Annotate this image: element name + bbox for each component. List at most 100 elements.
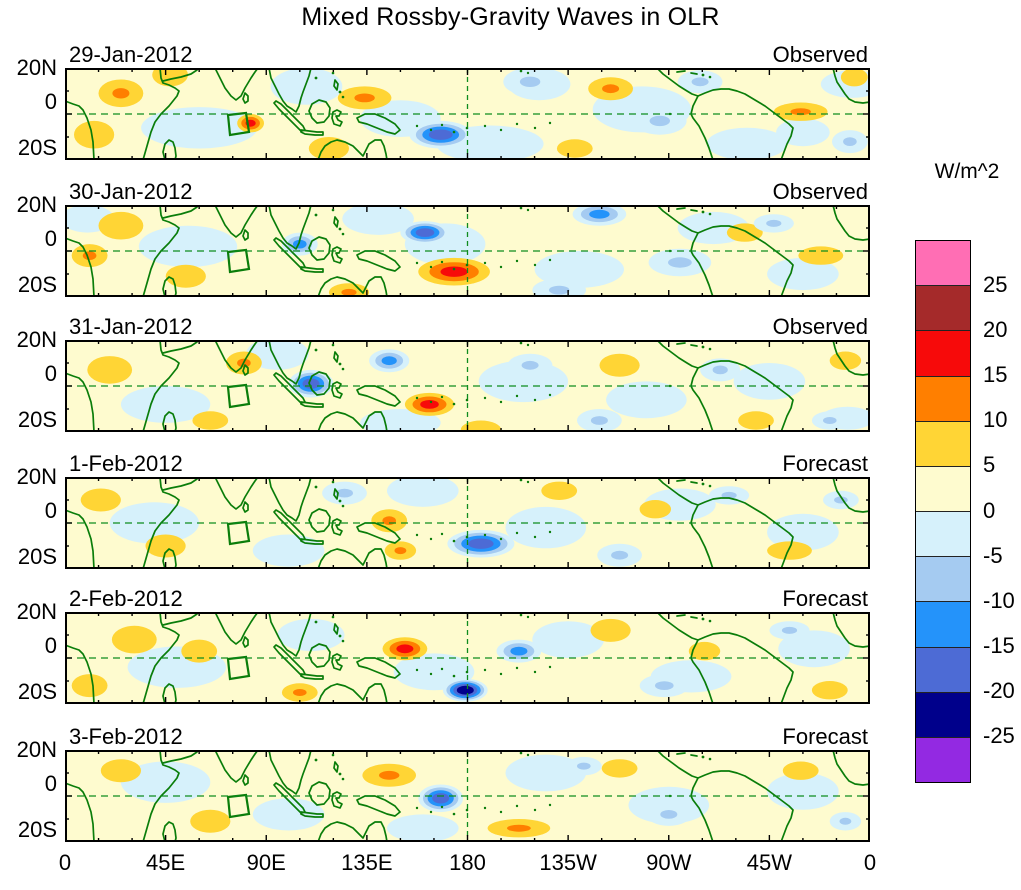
- coastline: [317, 411, 388, 432]
- anomaly-blob: [798, 246, 844, 265]
- colorbar-segment: [916, 602, 970, 648]
- island-dot: [338, 634, 342, 638]
- island-dot: [483, 668, 487, 672]
- coastline: [214, 68, 259, 101]
- map-panel: 30-Jan-2012 Observed: [65, 177, 870, 297]
- island-dot: [415, 533, 419, 537]
- coastline: [162, 411, 177, 432]
- coastline: [268, 68, 312, 113]
- coastline: [242, 364, 249, 376]
- coastline: [162, 821, 177, 842]
- map-panel: 3-Feb-2012 Forecast: [65, 722, 870, 842]
- coastline: [832, 340, 870, 376]
- island-dot: [533, 535, 537, 539]
- island-dot: [533, 808, 537, 812]
- y-axis-tick-label: 0: [44, 498, 57, 523]
- island-dot: [338, 772, 342, 776]
- island-dot: [548, 665, 552, 669]
- island-dot: [452, 267, 456, 271]
- anomaly-blob: [270, 68, 343, 105]
- coastline: [268, 477, 312, 522]
- coastline: [356, 113, 401, 135]
- anomaly-blob: [192, 411, 229, 430]
- coastline: [268, 205, 312, 250]
- anomaly-blob: [811, 681, 848, 700]
- island-dot: [526, 480, 530, 484]
- island-dot: [440, 805, 444, 809]
- x-axis-tick-label: 45E: [146, 850, 186, 875]
- anomaly-blob: [138, 225, 238, 268]
- colorbar-tick-label: 0: [983, 497, 996, 523]
- x-axis-tick-label: 45W: [746, 850, 792, 875]
- island-dot: [429, 265, 433, 269]
- coastline: [690, 481, 698, 484]
- panel-date-label: 2-Feb-2012: [69, 586, 183, 611]
- island-dot: [341, 367, 345, 371]
- anomaly-blob: [601, 759, 638, 778]
- island-dot: [483, 396, 487, 400]
- coastline: [65, 644, 95, 704]
- island-dot: [331, 753, 335, 757]
- island-dot: [548, 258, 552, 262]
- anomaly-blob: [556, 139, 593, 158]
- island-dot: [499, 400, 503, 404]
- island-dot: [452, 130, 456, 134]
- coastline: [162, 683, 177, 704]
- axis-ticks: [65, 68, 870, 160]
- island-dot: [341, 504, 345, 508]
- coastline: [656, 477, 794, 569]
- colorbar-tick-label: 10: [983, 407, 1008, 433]
- anomaly-blob: [87, 356, 133, 384]
- island-dot: [452, 812, 456, 816]
- coastline: [142, 340, 180, 432]
- island-dot: [429, 672, 433, 676]
- panel-header: 1-Feb-2012 Forecast: [65, 449, 870, 477]
- island-dot: [341, 95, 345, 99]
- colorbar-segment: [916, 557, 970, 603]
- coastline: [690, 754, 698, 757]
- island-dot: [515, 394, 519, 398]
- coastline: [300, 673, 324, 680]
- x-axis-tick-label: 90E: [246, 850, 286, 875]
- colorbar-segment: [916, 647, 970, 693]
- coastline: [331, 109, 343, 127]
- panel-header: 3-Feb-2012 Forecast: [65, 722, 870, 750]
- map-plot: [65, 477, 870, 569]
- island-dot: [331, 208, 335, 212]
- colorbar-segment: [916, 512, 970, 558]
- anomaly-blob: [590, 416, 608, 425]
- island-dot: [499, 265, 503, 269]
- panel-source-label: Forecast: [782, 586, 868, 611]
- anomaly-blob: [655, 681, 674, 690]
- coastline: [333, 488, 339, 500]
- coastline: [690, 209, 698, 212]
- anomaly-blob: [611, 550, 629, 560]
- island-dot: [533, 126, 537, 130]
- island-dot: [533, 670, 537, 674]
- coastline: [300, 401, 324, 408]
- coastline: [214, 477, 259, 510]
- coastline: [214, 205, 259, 238]
- island-dot: [314, 758, 318, 762]
- anomaly-blob: [71, 674, 108, 698]
- coastline: [300, 266, 324, 273]
- y-axis-tick-label: 20N: [16, 327, 57, 352]
- anomaly-blob: [428, 129, 453, 140]
- colorbar-tick-label: 25: [983, 272, 1008, 298]
- x-axis-tick-label: 0: [58, 850, 72, 875]
- anomaly-blob: [308, 137, 349, 160]
- coastline: [656, 612, 794, 704]
- y-axis-tick-label: 0: [44, 361, 57, 386]
- island-dot: [548, 393, 552, 397]
- anomaly-blob: [420, 400, 439, 409]
- coastline: [65, 372, 95, 432]
- anomaly-blob: [781, 626, 798, 634]
- island-dot: [483, 533, 487, 537]
- anomaly-blob: [510, 646, 528, 656]
- coastline: [317, 683, 388, 704]
- anomaly-blob: [460, 420, 501, 432]
- anomaly-blob: [252, 798, 325, 831]
- anomaly-blob: [776, 118, 830, 147]
- coastline: [832, 477, 870, 513]
- island-dot: [465, 263, 469, 267]
